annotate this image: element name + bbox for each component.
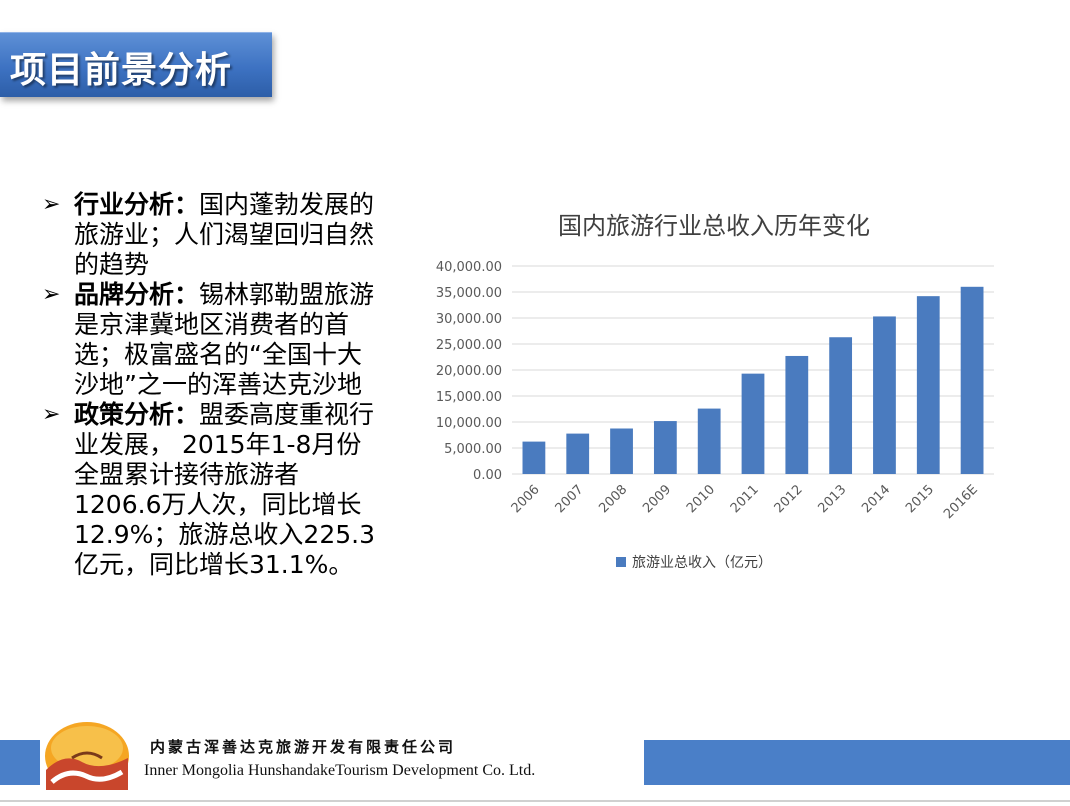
x-tick-label: 2010 xyxy=(684,482,718,516)
y-tick-label: 40,000.00 xyxy=(436,260,502,275)
y-tick-label: 20,000.00 xyxy=(436,364,502,379)
bar-2014 xyxy=(873,316,896,474)
y-tick-label: 35,000.00 xyxy=(436,286,502,301)
bar-2009 xyxy=(653,421,677,474)
bullet-heading: 行业分析 xyxy=(74,190,175,219)
bullet-body: 盟委高度重视行业发展， 2015年1-8月份全盟累计接待旅游者1206.6万人次… xyxy=(74,400,375,579)
bullet-separator: ： xyxy=(174,280,200,309)
title-banner: 项目前景分析 xyxy=(0,32,272,97)
bullet-heading: 政策分析 xyxy=(74,400,175,429)
revenue-bar-chart: 国内旅游行业总收入历年变化 0.00 5,000.00 10,000.00 15,00… xyxy=(436,212,994,571)
legend-swatch xyxy=(616,557,626,567)
y-tick-label: 15,000.00 xyxy=(436,390,502,405)
x-tick-label: 2008 xyxy=(596,482,630,516)
bar-2008 xyxy=(610,428,633,474)
bullet-list: ➢ 行业分析：国内蓬勃发展的旅游业；人们渴望回归自然的趋势 ➢ 品牌分析：锡林郭勒盟… xyxy=(42,190,382,580)
bullet-brand-analysis: ➢ 品牌分析：锡林郭勒盟旅游是京津冀地区消费者的首选；极富盛名的“全国十大沙地”之… xyxy=(42,280,382,400)
arrow-bullet-icon: ➢ xyxy=(42,402,61,427)
bullet-heading: 品牌分析 xyxy=(74,280,175,309)
bar-2012 xyxy=(785,355,809,474)
y-tick-label: 25,000.00 xyxy=(436,338,502,353)
footer-bar-left xyxy=(0,740,40,785)
x-tick-label: 2016E xyxy=(941,482,981,522)
bar-2010 xyxy=(697,408,721,474)
y-tick-label: 0.00 xyxy=(473,468,502,483)
bar-2013 xyxy=(829,337,853,474)
x-tick-label: 2009 xyxy=(640,482,674,516)
company-name-en: Inner Mongolia HunshandakeTourism Develo… xyxy=(144,762,536,779)
company-name-cn: 内蒙古浑善达克旅游开发有限责任公司 xyxy=(150,738,457,756)
x-tick-label: 2011 xyxy=(728,482,762,516)
bar-2016E xyxy=(960,286,984,474)
bullet-industry-analysis: ➢ 行业分析：国内蓬勃发展的旅游业；人们渴望回归自然的趋势 xyxy=(42,190,382,280)
bar-2007 xyxy=(566,433,590,474)
y-tick-label: 10,000.00 xyxy=(436,416,502,431)
bullet-separator: ： xyxy=(174,190,200,219)
x-tick-label: 2013 xyxy=(815,482,849,516)
bullet-body: 国内蓬勃发展的旅游业；人们渴望回归自然的趋势 xyxy=(74,190,375,279)
bar-2006 xyxy=(522,441,546,474)
x-tick-label: 2006 xyxy=(509,482,543,516)
footer-bar-right xyxy=(644,740,1070,785)
bullet-policy-analysis: ➢ 政策分析：盟委高度重视行业发展， 2015年1-8月份全盟累计接待旅游者120… xyxy=(42,400,382,580)
x-tick-label: 2014 xyxy=(859,482,893,516)
arrow-bullet-icon: ➢ xyxy=(42,192,61,217)
slide-title: 项目前景分析 xyxy=(10,50,233,91)
bullet-separator: ： xyxy=(174,400,200,429)
arrow-bullet-icon: ➢ xyxy=(42,282,61,307)
legend-label: 旅游业总收入（亿元） xyxy=(632,555,772,571)
x-tick-label: 2007 xyxy=(553,482,587,516)
y-tick-label: 30,000.00 xyxy=(436,312,502,327)
bullet-body: 锡林郭勒盟旅游是京津冀地区消费者的首选；极富盛名的“全国十大沙地”之一的浑善达克… xyxy=(74,280,375,399)
x-tick-label: 2012 xyxy=(772,482,806,516)
bar-2015 xyxy=(916,296,940,474)
bar-2011 xyxy=(741,373,765,474)
x-tick-label: 2015 xyxy=(903,482,937,516)
bottom-divider xyxy=(0,800,1070,802)
y-tick-label: 5,000.00 xyxy=(444,442,502,457)
company-logo-icon xyxy=(45,722,129,790)
chart-title: 国内旅游行业总收入历年变化 xyxy=(558,212,870,240)
